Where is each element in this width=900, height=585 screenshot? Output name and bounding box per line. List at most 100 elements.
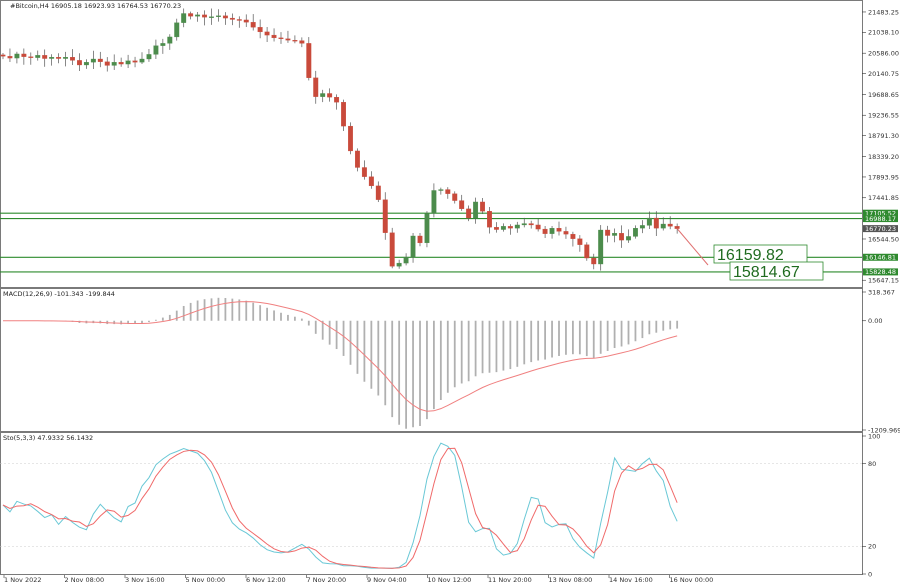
candle-body [70, 57, 75, 61]
candle-body [0, 54, 6, 57]
stoch-tick-label: 100 [868, 432, 880, 440]
candle-body [49, 57, 55, 59]
candle-body [285, 38, 291, 41]
candle-body [584, 244, 590, 259]
candle-body [577, 238, 583, 245]
candle-body [521, 223, 527, 226]
candle-body [111, 62, 117, 66]
stoch-signal-line [2, 447, 678, 569]
annotation-box [729, 261, 824, 281]
candle-body [375, 185, 381, 200]
current-price-label: 16770.23 [865, 225, 896, 233]
candle-body [660, 223, 666, 229]
candle-body [473, 201, 479, 219]
macd-series: 318.367 0.00 -1209.969 [2, 288, 900, 434]
candle-body [674, 226, 680, 229]
price-tick-label: 17441.85 [868, 194, 899, 202]
candle-body [431, 190, 437, 214]
candle-body [320, 93, 326, 97]
candle-body [591, 257, 597, 265]
stoch-panel[interactable]: Sto(5,3,3) 47.9332 56.1432 100 80 20 0 [0, 432, 880, 578]
candle-body [160, 43, 166, 46]
candle-body [278, 37, 284, 40]
level-label: 16988.17 [865, 215, 896, 223]
time-tick-label: 16 Nov 00:00 [670, 576, 714, 584]
candle-body [215, 15, 221, 17]
candle-body [633, 228, 638, 237]
candle-body [438, 189, 444, 191]
candle-body [549, 228, 555, 234]
candle-body [243, 19, 249, 23]
price-tick-label: 17893.95 [868, 173, 899, 181]
time-tick-label: 13 Nov 08:00 [549, 576, 593, 584]
candle-body [313, 77, 319, 97]
stoch-panel-title: Sto(5,3,3) 47.9332 56.1432 [3, 434, 93, 442]
candle-body [139, 58, 145, 63]
candle-body [209, 16, 214, 18]
candle-body [195, 14, 201, 17]
price-panel-title: #Bitcoin,H4 16905.18 16923.93 16764.53 1… [10, 2, 181, 10]
candle-body [56, 57, 62, 59]
candle-body [306, 43, 312, 78]
time-tick-label: 10 Nov 12:00 [428, 576, 472, 584]
time-tick-label: 7 Nov 20:00 [307, 576, 347, 584]
candle-body [403, 256, 409, 264]
candle-body [104, 61, 110, 66]
candle-body [202, 14, 207, 18]
price-tick-label: 21483.25 [868, 8, 899, 16]
time-tick-label: 6 Nov 12:00 [246, 576, 286, 584]
candle-body [77, 60, 82, 66]
time-tick-label: 1 Nov 2022 [4, 576, 42, 584]
candle-body [417, 235, 423, 244]
candle-body [229, 17, 235, 20]
macd-panel[interactable]: MACD(12,26,9) -101.343 -199.844 318.367 0… [0, 288, 900, 434]
candle-body [250, 22, 256, 28]
level-label: 16146.81 [865, 254, 896, 262]
time-tick-label: 11 Nov 20:00 [488, 576, 532, 584]
candle-body [514, 224, 520, 229]
candle-body [28, 56, 34, 58]
candle-body [63, 57, 68, 59]
macd-panel-title: MACD(12,26,9) -101.343 -199.844 [3, 290, 115, 298]
time-tick-label: 9 Nov 04:00 [367, 576, 407, 584]
level-label: 17105.52 [865, 209, 896, 217]
candle-body [181, 13, 187, 23]
candle-body [83, 62, 89, 66]
candle-body [368, 176, 374, 187]
candle-body [528, 223, 534, 226]
candle-body [361, 167, 367, 177]
candle-body [7, 56, 13, 59]
candle-body [598, 229, 604, 265]
price-tick-label: 16544.50 [868, 235, 899, 243]
price-panel[interactable]: #Bitcoin,H4 16905.18 16923.93 16764.53 1… [0, 0, 899, 288]
stoch-tick-label: 80 [868, 460, 876, 468]
price-tick-label: 15647.15 [868, 277, 899, 285]
candle-body [605, 229, 611, 236]
projection-line [676, 228, 709, 266]
candle-body [452, 193, 458, 201]
candle-body [35, 55, 41, 58]
candle-body [97, 58, 103, 62]
candle-body [445, 189, 451, 194]
stoch-main-line [2, 442, 678, 569]
candle-body [639, 225, 645, 229]
candle-body [389, 232, 395, 267]
candle-body [459, 200, 465, 210]
time-tick-label: 14 Nov 16:00 [609, 576, 653, 584]
time-axis: 1 Nov 2022 2 Nov 08:00 3 Nov 16:00 5 Nov 00… [3, 575, 714, 584]
candle-body [563, 231, 569, 235]
candle-body [90, 58, 96, 63]
annotation-value: 16159.82 [717, 247, 784, 264]
candle-body [42, 55, 48, 59]
stoch-series: 100 80 20 0 [0, 432, 880, 578]
price-tick-label: 19688.65 [868, 91, 899, 99]
macd-signal-line [2, 301, 678, 412]
candle-body [354, 150, 360, 168]
stoch-panel-frame [0, 432, 863, 575]
candle-body [146, 54, 152, 60]
candle-body [487, 211, 492, 228]
candle-body [382, 199, 388, 233]
